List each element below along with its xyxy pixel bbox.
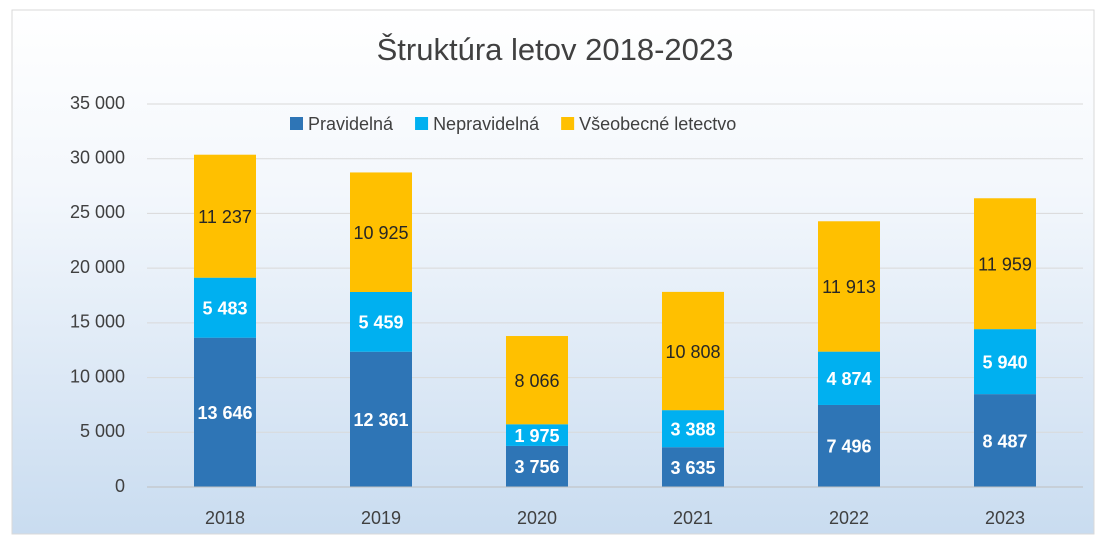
data-label: 3 388 (670, 419, 715, 439)
legend-label: Všeobecné letectvo (579, 114, 736, 134)
bar-segment (662, 447, 724, 487)
data-label: 5 940 (982, 352, 1027, 372)
bar-segment (662, 291, 724, 411)
y-tick-label: 0 (115, 476, 125, 496)
bar-segment (194, 337, 256, 487)
bar-segment (194, 154, 256, 278)
legend-swatch (290, 117, 303, 130)
bar-segment (818, 221, 880, 352)
x-tick-label: 2023 (985, 508, 1025, 528)
data-label: 7 496 (826, 437, 871, 457)
legend-swatch (561, 117, 575, 130)
data-label: 5 459 (358, 313, 403, 333)
bar-segment (974, 198, 1036, 330)
bar-segment (818, 351, 880, 405)
y-tick-label: 30 000 (70, 147, 125, 167)
data-label: 10 808 (665, 342, 720, 362)
data-label: 3 635 (670, 458, 715, 478)
data-label: 5 483 (202, 298, 247, 318)
data-label: 10 925 (353, 223, 408, 243)
y-tick-label: 5 000 (80, 421, 125, 441)
data-label: 3 756 (514, 457, 559, 477)
data-label: 8 487 (982, 431, 1027, 451)
data-label: 11 913 (822, 277, 876, 297)
x-tick-label: 2019 (361, 508, 401, 528)
bar-segment (350, 291, 412, 352)
legend-label: Nepravidelná (433, 114, 540, 134)
x-tick-label: 2022 (829, 508, 869, 528)
y-tick-label: 25 000 (70, 202, 125, 222)
bar-segment (506, 336, 568, 425)
bar-segment (818, 404, 880, 487)
bar-segment (350, 172, 412, 292)
x-tick-label: 2021 (673, 508, 713, 528)
legend-swatch (415, 117, 429, 130)
y-tick-label: 15 000 (70, 312, 125, 332)
bar-segment (506, 445, 568, 487)
data-label: 4 874 (826, 369, 871, 389)
x-tick-label: 2020 (517, 508, 557, 528)
data-label: 11 959 (978, 254, 1032, 274)
y-tick-label: 20 000 (70, 257, 125, 277)
bar-segment (974, 394, 1036, 487)
bar-segment (350, 351, 412, 487)
bar-segment (662, 410, 724, 448)
y-tick-label: 35 000 (70, 93, 125, 113)
data-label: 12 361 (353, 410, 408, 430)
bar-segment (194, 277, 256, 338)
data-label: 13 646 (197, 403, 252, 423)
bar-segment (974, 329, 1036, 395)
y-tick-label: 10 000 (70, 366, 125, 386)
x-tick-label: 2018 (205, 508, 245, 528)
data-label: 11 237 (198, 207, 252, 227)
chart-title: Štruktúra letov 2018-2023 (377, 32, 734, 67)
bar-segment (506, 424, 568, 446)
data-label: 8 066 (514, 371, 559, 391)
data-label: 1 975 (514, 426, 559, 446)
legend-label: Pravidelná (308, 114, 394, 134)
